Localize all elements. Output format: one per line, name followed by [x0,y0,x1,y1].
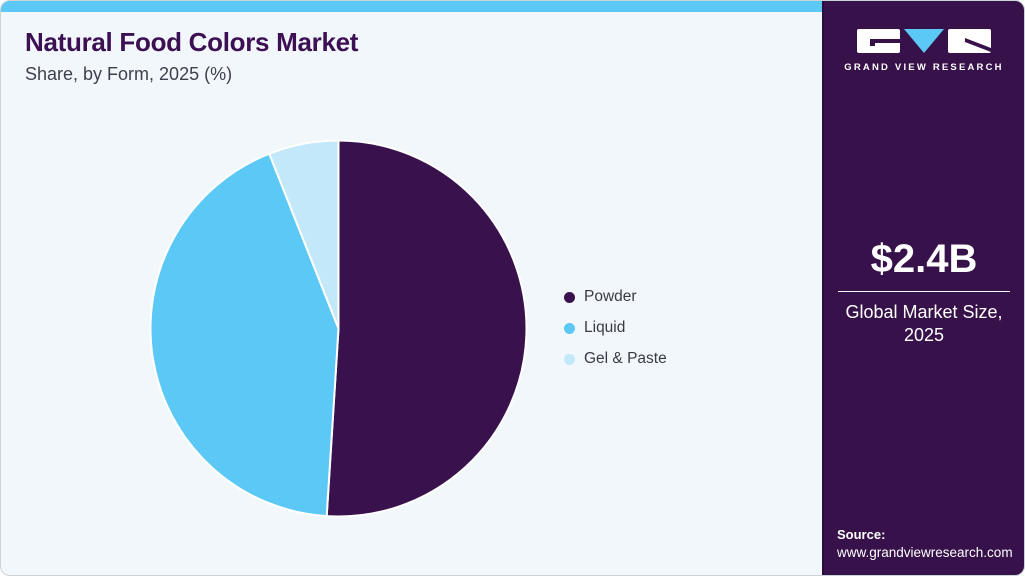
chart-header: Natural Food Colors Market Share, by For… [25,27,358,85]
chart-legend: Powder Liquid Gel & Paste [564,288,667,368]
chart-subtitle: Share, by Form, 2025 (%) [25,64,233,84]
legend-item-powder: Powder [564,288,667,306]
market-size-value: $2.4B [870,237,978,281]
market-size-block: $2.4B Global Market Size, 2025 [824,239,1024,347]
legend-label: Powder [584,288,637,305]
gvr-logo: GRAND VIEW RESEARCH [824,29,1024,73]
source-block: Source: www.grandviewresearch.com [837,527,1013,560]
source-url: www.grandviewresearch.com [837,545,1013,560]
top-accent-bar [1,1,822,12]
legend-item-gel-paste: Gel & Paste [564,350,667,368]
gvr-g-icon [857,29,900,53]
gvr-logo-shapes [824,29,1024,53]
legend-swatch-icon [564,322,575,334]
legend-swatch-icon [564,353,575,365]
legend-label: Liquid [584,319,626,336]
source-label: Source: [837,527,886,542]
legend-label: Gel & Paste [584,350,667,367]
pie-slice-gel-paste [268,139,340,330]
pie-slice-liquid [149,152,340,518]
sidebar: GRAND VIEW RESEARCH $2.4B Global Market … [822,1,1024,575]
page-title: Natural Food Colors Market [25,27,359,57]
gvr-v-triangle-icon [904,29,944,53]
brand-name: GRAND VIEW RESEARCH [844,62,1004,73]
market-size-label: Global Market Size, 2025 [845,302,1003,345]
legend-item-liquid: Liquid [564,319,667,337]
pie-chart [149,139,528,518]
gvr-r-icon [948,29,991,53]
market-size-divider [838,291,1010,292]
legend-swatch-icon [564,291,575,303]
pie-slice-powder [325,139,528,518]
